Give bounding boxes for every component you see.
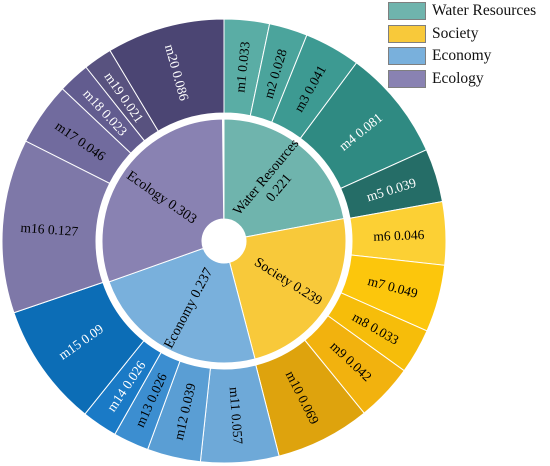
legend-label: Society bbox=[432, 24, 479, 42]
legend-swatch bbox=[388, 69, 426, 88]
ring-separator bbox=[96, 113, 352, 369]
outer-label-m11: m11 0.057 bbox=[227, 386, 246, 444]
outer-label-m16: m16 0.127 bbox=[20, 219, 79, 238]
legend-item-water-resources[interactable]: Water Resources bbox=[388, 0, 548, 23]
legend-label: Water Resources bbox=[432, 2, 537, 20]
center-hole bbox=[202, 219, 246, 263]
outer-label-m6: m6 0.046 bbox=[373, 227, 425, 244]
legend-item-economy[interactable]: Economy bbox=[388, 45, 548, 68]
legend-swatch bbox=[388, 24, 426, 43]
legend-label: Economy bbox=[432, 47, 492, 65]
legend-item-ecology[interactable]: Ecology bbox=[388, 68, 548, 91]
legend-swatch bbox=[388, 47, 426, 66]
legend-label: Ecology bbox=[432, 69, 484, 87]
legend-swatch bbox=[388, 2, 426, 21]
legend-item-society[interactable]: Society bbox=[388, 23, 548, 46]
outer-label-m1: m1 0.033 bbox=[232, 41, 252, 94]
legend: Water Resources Society Economy Ecology bbox=[388, 0, 548, 90]
